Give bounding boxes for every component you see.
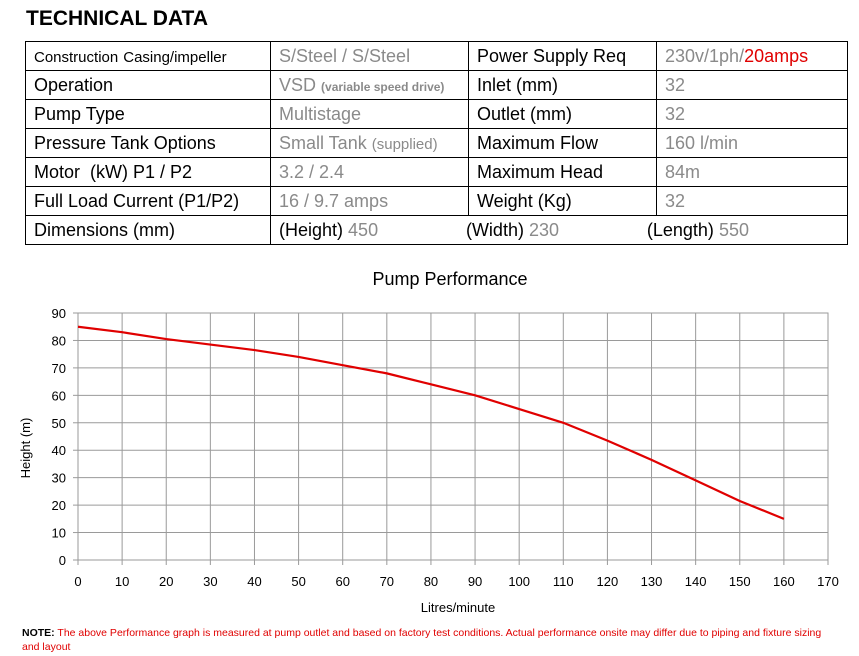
dimensions-values: (Height) 450 (Width) 230 (Length) 550 (270, 215, 848, 245)
x-tick-label: 130 (641, 574, 663, 589)
dimension-length: (Length) 550 (647, 220, 749, 241)
dimension-height: (Height) 450 (279, 220, 378, 241)
pressure-tank-value-text: Small Tank (279, 132, 367, 153)
pump-type-label: Pump Type (25, 99, 271, 129)
x-tick-label: 160 (773, 574, 795, 589)
width-value: 230 (528, 219, 560, 240)
x-tick-label: 30 (203, 574, 217, 589)
operation-value: VSD (variable speed drive) (270, 70, 469, 100)
construction-sub-text: Casing/impeller (123, 48, 227, 66)
width-label: (Width) (465, 219, 524, 240)
y-tick-label: 70 (52, 361, 66, 376)
construction-label: Construction Casing/impeller (25, 41, 271, 71)
x-tick-label: 40 (247, 574, 261, 589)
pump-performance-chart: Pump Performance 0 10 20 30 40 50 60 70 80 90 100 1… (18, 269, 839, 615)
power-supply-amps: 20amps (744, 45, 809, 66)
outlet-value: 32 (656, 99, 848, 129)
y-tick-label: 40 (52, 443, 66, 458)
construction-label-text: Construction (34, 48, 119, 66)
x-tick-label: 20 (159, 574, 173, 589)
x-tick-label: 140 (685, 574, 707, 589)
full-load-current-value: 16 / 9.7 amps (270, 186, 469, 216)
pump-type-value: Multistage (270, 99, 469, 129)
note-text: The above Performance graph is measured … (22, 627, 822, 653)
table-row: Pump Type Multistage Outlet (mm) 32 (25, 99, 848, 129)
table-row: Motor (kW) P1 / P2 3.2 / 2.4 Maximum Hea… (25, 157, 848, 187)
x-tick-label: 100 (508, 574, 530, 589)
operation-value-note: (variable speed drive) (321, 79, 445, 94)
x-tick-label: 150 (729, 574, 751, 589)
motor-label: Motor (kW) P1 / P2 (25, 157, 271, 187)
chart-title: Pump Performance (372, 269, 527, 289)
max-head-value: 84m (656, 157, 848, 187)
x-tick-label: 110 (553, 574, 574, 589)
table-row: Construction Casing/impeller S/Steel / S… (25, 41, 848, 71)
inlet-label: Inlet (mm) (468, 70, 657, 100)
x-tick-labels: 0 10 20 30 40 50 60 70 80 90 100 110 120 130 140 150 160… (74, 574, 838, 589)
y-tick-label: 50 (52, 416, 66, 431)
length-value: 550 (718, 219, 749, 240)
x-tick-label: 120 (597, 574, 619, 589)
operation-label: Operation (25, 70, 271, 100)
table-row: Operation VSD (variable speed drive) Inl… (25, 70, 848, 100)
y-tick-labels: 0 10 20 30 40 50 60 70 80 90 (52, 306, 66, 568)
y-tick-label: 90 (52, 306, 66, 321)
x-axis-label: Litres/minute (421, 600, 495, 615)
dimension-width: (Width) 230 (466, 220, 559, 241)
power-supply-label: Power Supply Req (468, 41, 657, 71)
max-flow-value: 160 l/min (656, 128, 848, 158)
technical-data-table: Construction Casing/impeller S/Steel / S… (25, 41, 848, 245)
max-head-label: Maximum Head (468, 157, 657, 187)
weight-value: 32 (656, 186, 848, 216)
power-supply-value-text: 230v/1ph/ (665, 45, 745, 66)
pressure-tank-value: Small Tank (supplied) (270, 128, 469, 158)
height-value: 450 (348, 219, 379, 240)
y-tick-label: 80 (52, 333, 66, 348)
outlet-label: Outlet (mm) (468, 99, 657, 129)
x-tick-label: 50 (291, 574, 305, 589)
table-row: Dimensions (mm) (Height) 450 (Width) 230… (25, 215, 848, 245)
page-title: TECHNICAL DATA (26, 7, 208, 30)
y-tick-label: 20 (52, 498, 66, 513)
plot-area-border (77, 312, 829, 561)
x-tick-label: 90 (468, 574, 482, 589)
x-tick-label: 10 (115, 574, 129, 589)
height-label: (Height) (279, 219, 344, 240)
x-tick-label: 60 (335, 574, 349, 589)
x-tick-label: 0 (74, 574, 81, 589)
x-tick-label: 70 (380, 574, 394, 589)
full-load-current-label: Full Load Current (P1/P2) (25, 186, 271, 216)
y-tick-label: 0 (59, 553, 66, 568)
performance-curve (77, 325, 785, 520)
max-flow-label: Maximum Flow (468, 128, 657, 158)
inlet-value: 32 (656, 70, 848, 100)
construction-value: S/Steel / S/Steel (270, 41, 469, 71)
x-tick-label: 170 (817, 574, 839, 589)
table-row: Full Load Current (P1/P2) 16 / 9.7 amps … (25, 186, 848, 216)
table-row: Pressure Tank Options Small Tank (suppli… (25, 128, 848, 158)
x-tick-label: 80 (424, 574, 438, 589)
y-tick-label: 30 (52, 471, 66, 486)
pressure-tank-note: (supplied) (371, 135, 438, 153)
operation-value-text: VSD (279, 74, 317, 95)
length-label: (Length) (646, 219, 714, 240)
y-tick-label: 60 (52, 388, 66, 403)
chart-grid (73, 312, 829, 565)
note-label: NOTE: (22, 627, 55, 639)
chart-series (77, 325, 785, 520)
performance-note: NOTE: The above Performance graph is mea… (22, 626, 832, 654)
y-axis-label: Height (m) (18, 418, 33, 479)
motor-value: 3.2 / 2.4 (270, 157, 469, 187)
weight-label: Weight (Kg) (468, 186, 657, 216)
dimensions-label: Dimensions (mm) (25, 215, 271, 245)
y-tick-label: 10 (52, 526, 66, 541)
pressure-tank-label: Pressure Tank Options (25, 128, 271, 158)
power-supply-value: 230v/1ph/20amps (656, 41, 848, 71)
